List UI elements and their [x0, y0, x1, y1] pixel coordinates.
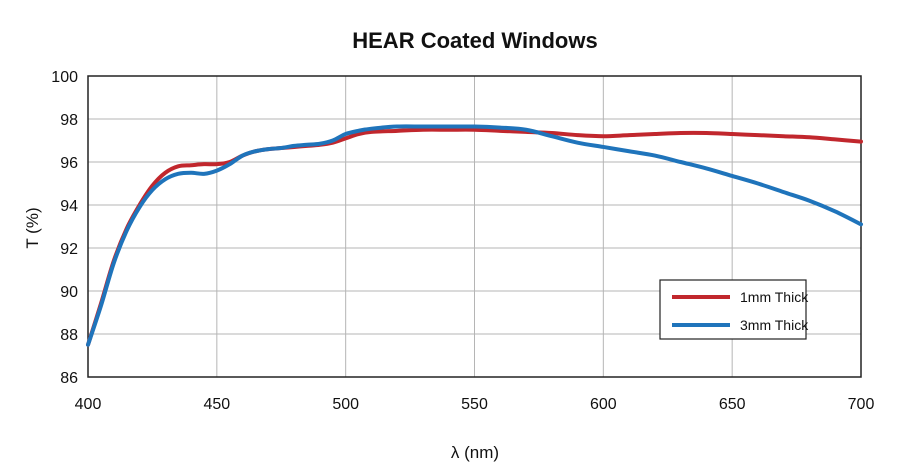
y-tick-label: 94 [60, 198, 78, 215]
chart-title: HEAR Coated Windows [352, 28, 597, 53]
y-tick-labels: 86 88 90 92 94 96 98 100 [51, 69, 78, 387]
y-tick-label: 92 [60, 241, 78, 258]
grid-lines [88, 76, 861, 377]
series-line-0 [86, 127, 863, 347]
series-line-1 [86, 124, 863, 347]
x-tick-label: 450 [203, 396, 230, 413]
y-axis-label: T (%) [23, 207, 42, 248]
series-lines [86, 124, 863, 347]
x-axis-label: λ (nm) [451, 443, 499, 462]
plot-frame [87, 75, 862, 378]
x-tick-label: 600 [590, 396, 617, 413]
x-tick-label: 550 [461, 396, 488, 413]
x-tick-label: 650 [719, 396, 746, 413]
x-tick-label: 400 [75, 396, 102, 413]
legend: 1mm Thick 3mm Thick [659, 279, 809, 340]
x-tick-labels: 400 450 500 550 600 650 700 [75, 396, 875, 413]
x-tick-label: 500 [332, 396, 359, 413]
y-tick-label: 98 [60, 112, 78, 129]
y-tick-label: 100 [51, 69, 78, 86]
x-tick-label: 700 [848, 396, 875, 413]
y-tick-label: 88 [60, 327, 78, 344]
legend-box [659, 279, 807, 340]
y-tick-label: 96 [60, 155, 78, 172]
legend-label-3mm: 3mm Thick [740, 317, 809, 333]
legend-label-1mm: 1mm Thick [740, 289, 809, 305]
y-tick-label: 90 [60, 284, 78, 301]
y-tick-label: 86 [60, 370, 78, 387]
